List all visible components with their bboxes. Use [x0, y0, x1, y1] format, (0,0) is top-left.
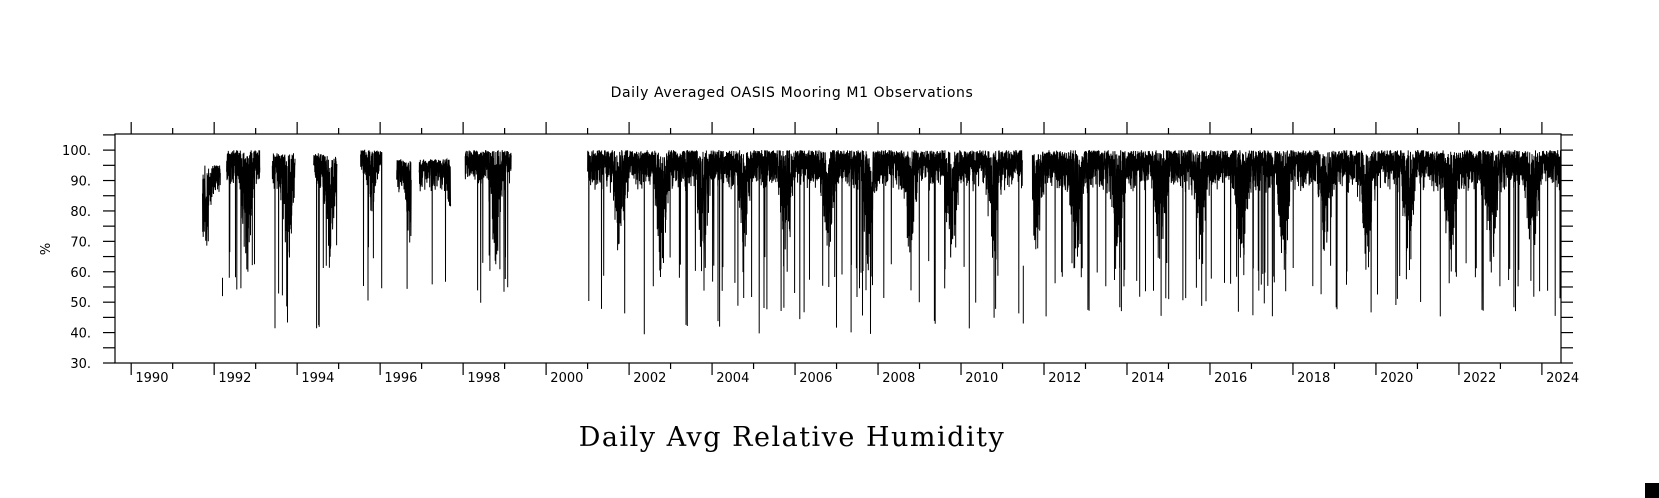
x-tick-label: 2002: [633, 371, 666, 386]
y-tick-label: 80.: [70, 205, 91, 220]
x-tick-label: 2020: [1380, 371, 1413, 386]
data-segment: [360, 149, 383, 301]
x-tick-label: 1996: [384, 371, 417, 386]
data-segment: [418, 157, 452, 285]
x-tick-label: 2018: [1297, 371, 1330, 386]
data-layer: [202, 149, 1562, 335]
data-segment: [396, 159, 412, 289]
data-segment: [587, 150, 1023, 335]
x-tick-label: 1998: [467, 371, 500, 386]
corner-marker: [1645, 483, 1659, 498]
plot-frame: [114, 133, 1562, 364]
x-tick-label: 2016: [1214, 371, 1247, 386]
x-tick-label: 2024: [1546, 371, 1579, 386]
y-tick-label: 60.: [70, 266, 91, 281]
data-segment: [464, 150, 512, 303]
axes: 1990 1992 1994 1996 1998 2000 2002 2004 2006 2008…: [62, 122, 1579, 386]
x-tick-label: 2008: [882, 371, 915, 386]
data-segment: [271, 153, 296, 329]
data-segment: [226, 150, 261, 290]
y-tick-label: 70.: [70, 235, 91, 250]
x-tick-label: 2022: [1463, 371, 1496, 386]
chart-title: Daily Averaged OASIS Mooring M1 Observat…: [611, 85, 974, 101]
data-segment: [313, 153, 338, 329]
y-tick-label: 30.: [70, 357, 91, 372]
x-tick-label: 1994: [301, 371, 334, 386]
x-tick-label: 2006: [799, 371, 832, 386]
data-segment: [1031, 149, 1562, 317]
x-axis-title: Daily Avg Relative Humidity: [579, 422, 1005, 453]
x-tick-label: 2004: [716, 371, 749, 386]
y-tick-label: 90.: [70, 175, 91, 190]
y-tick-label: 40.: [70, 327, 91, 342]
x-tick-label: 2014: [1131, 371, 1164, 386]
data-segment: [202, 165, 221, 246]
x-tick-label: 2000: [550, 371, 583, 386]
y-tick-label: 100.: [62, 144, 91, 159]
x-tick-label: 1992: [218, 371, 251, 386]
y-axis-label: %: [39, 243, 54, 255]
x-tick-label: 1990: [135, 371, 168, 386]
y-tick-label: 50.: [70, 296, 91, 311]
x-tick-label: 2012: [1048, 371, 1081, 386]
x-tick-label: 2010: [965, 371, 998, 386]
